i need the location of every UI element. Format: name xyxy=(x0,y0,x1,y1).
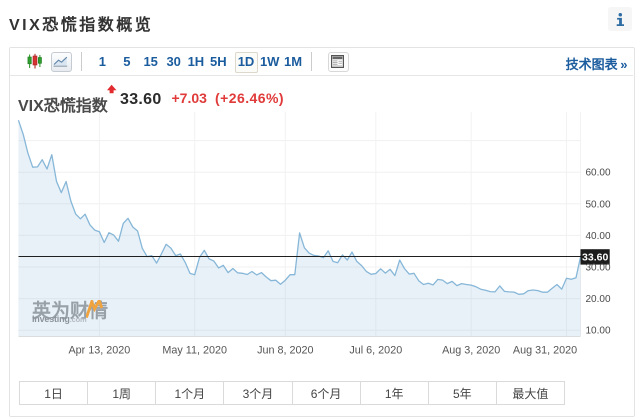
svg-text:May 11, 2020: May 11, 2020 xyxy=(162,345,227,357)
svg-text:10.00: 10.00 xyxy=(586,326,611,337)
svg-text:33.60: 33.60 xyxy=(582,251,608,263)
svg-text:Aug 3, 2020: Aug 3, 2020 xyxy=(442,345,500,357)
svg-text:60.00: 60.00 xyxy=(586,168,611,179)
svg-text:50.00: 50.00 xyxy=(586,199,611,210)
svg-text:Jun 8, 2020: Jun 8, 2020 xyxy=(257,345,313,357)
svg-text:Jul 6, 2020: Jul 6, 2020 xyxy=(349,345,402,357)
svg-text:40.00: 40.00 xyxy=(586,231,611,242)
svg-text:Apr 13, 2020: Apr 13, 2020 xyxy=(68,345,130,357)
svg-text:20.00: 20.00 xyxy=(586,294,611,305)
svg-text:30.00: 30.00 xyxy=(586,263,611,274)
svg-text:Aug 31, 2020: Aug 31, 2020 xyxy=(513,345,577,357)
